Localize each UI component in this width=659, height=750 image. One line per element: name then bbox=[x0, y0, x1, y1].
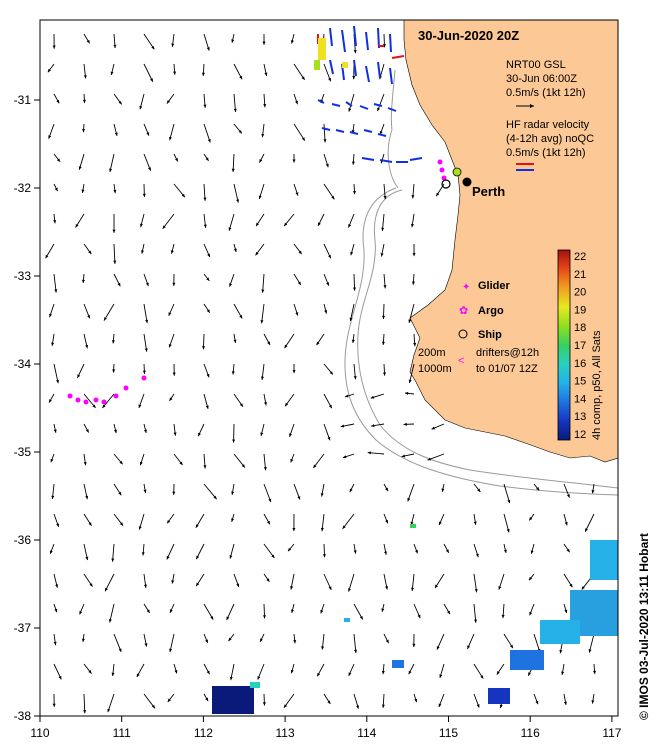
city-label-perth: Perth bbox=[472, 184, 505, 199]
colorbar-gradient bbox=[557, 249, 571, 441]
x-tick-label: 110 bbox=[30, 726, 49, 740]
argo-label: Argo bbox=[478, 305, 504, 317]
ship-markers bbox=[441, 167, 472, 189]
x-axis: 110 111 112 113 114 115 116 117 bbox=[30, 716, 622, 740]
y-tick-label: -33 bbox=[14, 269, 32, 283]
y-tick-label: -32 bbox=[14, 181, 32, 195]
hf-radar-yellow bbox=[314, 38, 348, 70]
colorbar: 12 13 14 15 16 17 18 19 20 21 22 4h comp, p50, All… bbox=[557, 249, 603, 441]
colorbar-label: 4h comp, p50, All Sats bbox=[591, 330, 603, 440]
glider-label: Glider bbox=[478, 280, 511, 292]
map-title: 30-Jun-2020 20Z bbox=[418, 28, 519, 43]
current-vectors bbox=[45, 33, 603, 714]
y-tick-label: -36 bbox=[14, 533, 32, 547]
depth-label-200m: 200m bbox=[418, 347, 446, 359]
colorbar-tick-label: 18 bbox=[574, 322, 586, 334]
credit-text: © IMOS 03-Jul-2020 13:11 Hobart bbox=[637, 533, 651, 720]
colorbar-tick-label: 13 bbox=[574, 411, 586, 423]
y-tick-label: -34 bbox=[14, 357, 32, 371]
y-axis: -31 -32 -33 -34 -35 -36 -37 -38 bbox=[14, 93, 40, 723]
markers-legend: ✦ Glider ✿ Argo Ship bbox=[458, 280, 511, 341]
y-tick-label: -37 bbox=[14, 621, 32, 635]
x-tick-label: 111 bbox=[113, 726, 132, 740]
hf-legend-line3: 0.5m/s (1kt 12h) bbox=[506, 147, 585, 159]
colorbar-tick-label: 22 bbox=[574, 251, 586, 263]
y-tick-label: -35 bbox=[14, 445, 32, 459]
depth-label-1000m: 1000m bbox=[418, 363, 452, 375]
glider-track bbox=[67, 159, 447, 405]
x-tick-label: 114 bbox=[357, 726, 376, 740]
hf-legend: HF radar velocity (4-12h avg) noQC 0.5m/… bbox=[506, 119, 594, 171]
hf-legend-line1: HF radar velocity bbox=[506, 119, 590, 131]
colorbar-tick-label: 21 bbox=[574, 269, 586, 281]
colorbar-tick-label: 15 bbox=[574, 376, 586, 388]
x-tick-label: 115 bbox=[439, 726, 458, 740]
gsl-legend: NRT00 GSL 30-Jun 06:00Z 0.5m/s (1kt 12h) bbox=[506, 59, 585, 108]
glider-symbol: ✦ bbox=[462, 282, 470, 293]
x-tick-label: 113 bbox=[276, 726, 295, 740]
x-tick-label: 112 bbox=[194, 726, 213, 740]
argo-symbol: ✿ bbox=[459, 305, 468, 317]
gsl-legend-line3: 0.5m/s (1kt 12h) bbox=[506, 87, 585, 99]
y-tick-label: -31 bbox=[14, 93, 32, 107]
drifters-line2: to 01/07 12Z bbox=[476, 363, 538, 375]
plot-frame bbox=[39, 19, 619, 717]
drifters-line1: drifters@12h bbox=[476, 347, 539, 359]
colorbar-tick-label: 12 bbox=[574, 429, 586, 441]
hf-legend-line2: (4-12h avg) noQC bbox=[506, 133, 594, 145]
x-tick-label: 116 bbox=[521, 726, 540, 740]
bathymetry-contours bbox=[344, 69, 618, 496]
ship-label: Ship bbox=[478, 329, 502, 341]
colorbar-tick-label: 17 bbox=[574, 340, 586, 352]
gsl-legend-line1: NRT00 GSL bbox=[506, 59, 566, 71]
gsl-legend-line2: 30-Jun 06:00Z bbox=[506, 73, 577, 85]
sst-patches bbox=[212, 524, 618, 714]
x-tick-label: 117 bbox=[602, 726, 621, 740]
y-tick-label: -38 bbox=[14, 709, 32, 723]
ship-symbol bbox=[458, 329, 468, 339]
colorbar-tick-label: 16 bbox=[574, 358, 586, 370]
colorbar-tick-label: 19 bbox=[574, 304, 586, 316]
colorbar-tick-label: 14 bbox=[574, 393, 586, 405]
drifter-symbol: < bbox=[458, 355, 464, 367]
hf-radar-vectors bbox=[317, 25, 423, 163]
colorbar-tick-label: 20 bbox=[574, 287, 586, 299]
